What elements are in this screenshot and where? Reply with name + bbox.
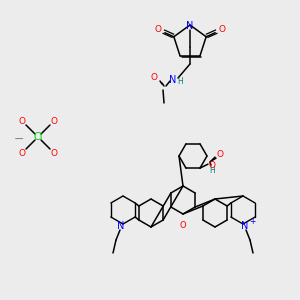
Text: O: O [217, 150, 224, 159]
Text: O: O [50, 148, 58, 158]
Text: N: N [241, 221, 249, 231]
Text: H: H [177, 76, 183, 85]
Text: N: N [169, 75, 177, 85]
Text: O: O [50, 116, 58, 125]
Text: Cl: Cl [33, 132, 43, 142]
Text: O: O [19, 148, 26, 158]
Text: O: O [208, 160, 215, 169]
Text: −: − [14, 133, 24, 146]
Text: O: O [19, 116, 26, 125]
Text: N: N [117, 221, 125, 231]
Text: O: O [154, 25, 161, 34]
Text: +: + [249, 218, 255, 226]
Text: N: N [186, 21, 194, 31]
Text: H: H [209, 166, 215, 175]
Text: O: O [180, 221, 186, 230]
Text: O: O [219, 25, 226, 34]
Text: O: O [151, 73, 158, 82]
